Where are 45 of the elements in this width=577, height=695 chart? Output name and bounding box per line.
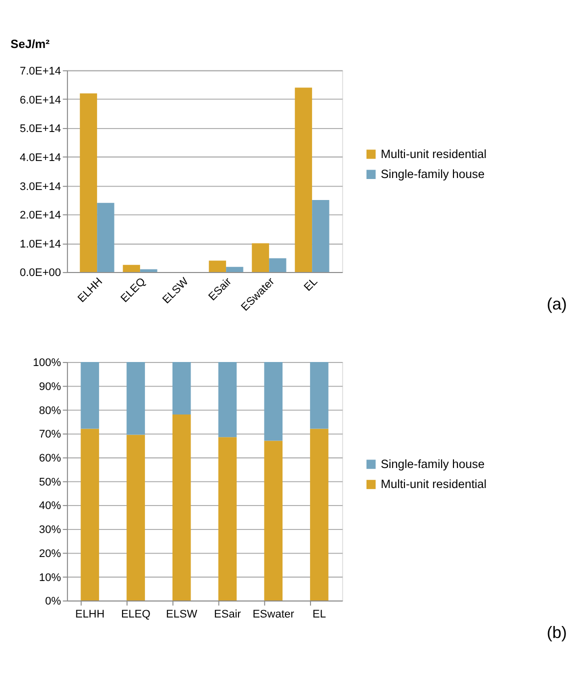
y-axis-title: SeJ/m²: [10, 36, 50, 51]
bar: [80, 362, 100, 429]
x-tick-label: EL: [302, 276, 320, 294]
bar: [310, 428, 328, 601]
bar: [264, 362, 283, 441]
x-tick-label: ESwater: [252, 608, 294, 620]
legend-label: Multi-unit residential: [380, 477, 487, 492]
y-tick-label: 3.0E+14: [20, 180, 61, 193]
legend-label: Single-family house: [380, 456, 485, 471]
x-tick-label: EL: [312, 608, 326, 620]
bar: [126, 362, 145, 435]
bar: [172, 414, 191, 601]
y-tick-label: 100%: [32, 357, 62, 370]
x-tick-label: ELHH: [75, 608, 105, 620]
y-tick-label: 90%: [38, 380, 62, 393]
y-tick-label: 4.0E+14: [20, 152, 61, 164]
y-tick-label: 6.0E+14: [20, 94, 61, 106]
x-tick-label: ELEQ: [121, 608, 151, 620]
x-tick-label: ELSW: [166, 608, 198, 620]
text: (a): [546, 296, 567, 314]
y-tick-label: 1.0E+14: [20, 238, 61, 250]
bar: [218, 437, 237, 601]
y-tick-label: 60%: [38, 452, 62, 465]
bar: [172, 362, 191, 414]
y-tick-label: 2.0E+14: [20, 210, 61, 222]
bar: [264, 440, 283, 601]
y-tick-label: 0%: [45, 596, 62, 608]
y-tick-label: 70%: [38, 428, 62, 441]
bar: [80, 428, 100, 601]
y-tick-label: 7.0E+14: [20, 65, 61, 78]
y-tick-label: 40%: [38, 500, 62, 512]
legend-label: Multi-unit residential: [380, 146, 487, 161]
text: (b): [546, 624, 567, 642]
legend-label: Single-family house: [380, 167, 485, 182]
y-tick-label: 5.0E+14: [20, 123, 61, 136]
y-tick-label: 50%: [38, 476, 62, 488]
y-tick-label: 20%: [38, 548, 62, 560]
x-tick-label: ESair: [214, 608, 242, 620]
y-tick-label: 0.0E+00: [20, 267, 61, 280]
bar: [126, 434, 145, 601]
y-tick-label: 10%: [38, 572, 62, 584]
bar: [218, 362, 237, 438]
y-tick-label: 80%: [38, 404, 62, 417]
bar: [310, 362, 328, 429]
y-tick-label: 30%: [38, 524, 62, 536]
